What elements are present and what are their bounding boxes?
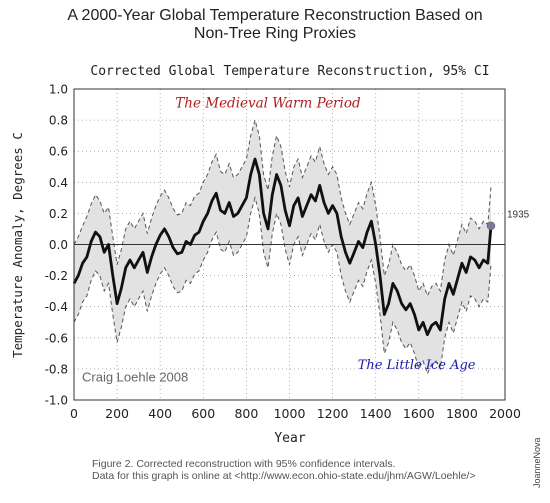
x-tick-label: 400: [148, 406, 172, 421]
y-tick-label: 0.6: [49, 145, 68, 159]
x-tick-labels: 0 200 400 600 800 1000 1200 1400 1600 1800 2000: [70, 406, 521, 421]
y-tick-label: -0.8: [45, 362, 68, 376]
annotation-medieval-warm-period: The Medieval Warm Period: [175, 96, 361, 112]
y-axis-label: Temperature Anomaly, Degrees C: [10, 132, 25, 358]
x-tick-label: 1200: [317, 406, 349, 421]
x-tick-label: 800: [234, 406, 258, 421]
y-tick-label: -0.2: [45, 269, 68, 283]
annotation-little-ice-age: The Little Ice Age: [358, 358, 476, 373]
y-tick-label: -0.6: [45, 331, 68, 345]
x-tick-label: 200: [105, 406, 129, 421]
caption-line-2: Data for this graph is online at <http:/…: [92, 470, 476, 482]
caption-line-1: Figure 2. Corrected reconstruction with …: [92, 458, 396, 470]
y-tick-label: -1.0: [45, 394, 68, 408]
x-tick-label: 1600: [403, 406, 435, 421]
x-tick-label: 2000: [489, 406, 521, 421]
chart-title: Corrected Global Temperature Reconstruct…: [90, 64, 489, 79]
series-line: [72, 157, 493, 337]
annotation-1935: 1935: [507, 209, 530, 220]
headline-line-2: Non-Tree Ring Proxies: [193, 25, 357, 42]
y-tick-label: -0.4: [45, 300, 68, 314]
y-tick-labels: 1.0 0.8 0.6 0.4 0.2 0.0 -0.2 -0.4 -0.6 -0.8 -1.0: [45, 83, 68, 408]
x-tick-label: 1000: [274, 406, 306, 421]
y-tick-label: 0.8: [49, 114, 68, 128]
watermark: JoanneNova: [532, 437, 542, 488]
figure-caption: Figure 2. Corrected reconstruction with …: [92, 458, 475, 482]
annotation-author: Craig Loehle 2008: [82, 369, 188, 384]
marker-1935: [486, 221, 496, 231]
y-tick-label: 0.0: [49, 238, 68, 252]
plot-frame: [73, 88, 506, 401]
confidence-band-lower-edge: [73, 195, 492, 375]
y-tick-label: 0.4: [49, 176, 68, 190]
confidence-band-upper-edge: [73, 118, 492, 298]
x-tick-label: 600: [191, 406, 215, 421]
x-tick-label: 0: [70, 406, 78, 421]
x-axis-label: Year: [274, 431, 305, 446]
headline-line-1: A 2000-Year Global Temperature Reconstru…: [67, 7, 483, 24]
y-tick-label: 1.0: [49, 83, 68, 97]
x-tick-label: 1400: [360, 406, 392, 421]
x-tick-label: 1800: [446, 406, 478, 421]
y-tick-label: 0.2: [49, 207, 68, 221]
headline: A 2000-Year Global Temperature Reconstru…: [0, 7, 550, 43]
